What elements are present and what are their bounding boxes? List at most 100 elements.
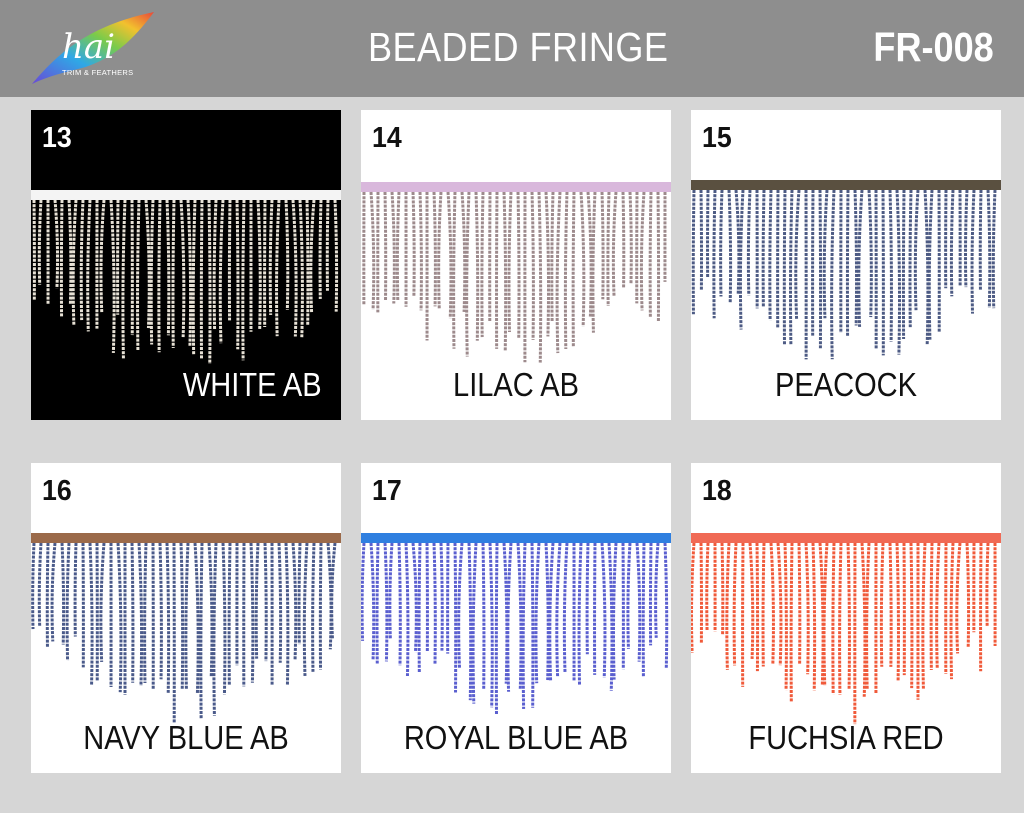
bead-strand	[913, 189, 920, 311]
bead-strand	[437, 191, 443, 309]
swatch-number: 16	[42, 475, 72, 507]
bead-strand	[635, 542, 642, 662]
bead-strand	[488, 542, 494, 708]
bead-strand	[879, 542, 885, 667]
bead-strand	[970, 189, 976, 314]
bead-strand	[949, 189, 955, 297]
bead-strand	[628, 191, 633, 284]
bead-strand	[452, 191, 457, 349]
bead-strand	[776, 542, 783, 666]
bead-strand	[465, 191, 471, 357]
bead-strand	[991, 189, 997, 309]
bead-strand	[88, 542, 94, 686]
bead-strand	[432, 191, 437, 307]
bead-strand	[502, 191, 508, 351]
bead-strand	[831, 542, 836, 695]
bead-strand	[648, 191, 653, 317]
bead-strand	[235, 199, 240, 350]
bead-strand	[838, 542, 843, 695]
bead-strand	[516, 542, 523, 690]
bead-strand	[241, 199, 246, 361]
bead-strand	[965, 542, 971, 648]
bead-strand	[929, 542, 934, 670]
bead-strand	[212, 542, 218, 716]
logo-tagline: TRIM & FEATHERS	[62, 68, 134, 77]
bead-strand	[516, 191, 521, 339]
bead-strand	[555, 191, 562, 354]
bead-strand	[789, 189, 794, 345]
bead-strand	[720, 542, 725, 635]
bead-strand	[446, 191, 453, 319]
bead-strand	[746, 189, 752, 296]
swatch-number: 18	[702, 475, 732, 507]
bead-strand	[227, 542, 232, 686]
swatch-card-17: 17 ROYAL BLUE AB	[361, 463, 671, 773]
logo-text: hai	[62, 27, 115, 67]
bead-strand	[221, 542, 227, 695]
bead-strand	[65, 542, 71, 661]
bead-strand	[909, 542, 914, 689]
bead-strand	[330, 542, 337, 640]
fringe-image	[361, 533, 671, 715]
bead-strand	[325, 199, 330, 291]
bead-strand	[457, 542, 464, 668]
bead-strand	[544, 542, 550, 681]
bead-strand	[755, 542, 760, 672]
swatch-label: PEACOCK	[774, 366, 918, 403]
swatch-card-15: 15 PEACOCK	[691, 110, 1001, 420]
bead-strand	[789, 542, 794, 703]
bead-strand	[734, 189, 741, 295]
bead-strand	[116, 542, 123, 693]
bead-strand	[923, 189, 930, 345]
bead-strand	[804, 542, 810, 675]
bead-strand	[663, 542, 669, 668]
bead-strand	[611, 542, 618, 680]
bead-strand	[411, 542, 418, 653]
swatch-card-18: 18 FUCHSIA RED	[691, 463, 1001, 773]
bead-strand	[530, 542, 535, 708]
bead-strand	[212, 199, 218, 331]
bead-strand	[73, 542, 78, 637]
bead-strand	[86, 199, 92, 332]
bead-strand	[544, 191, 551, 337]
bead-strand	[369, 191, 376, 310]
bead-strand	[822, 189, 829, 319]
bead-strand	[474, 191, 480, 341]
bead-strand	[143, 542, 148, 683]
swatch-card-13: 13 WHITE AB	[31, 110, 341, 420]
bead-strand	[748, 542, 755, 660]
fringe-image	[691, 180, 1001, 360]
bead-strand	[186, 199, 193, 347]
bead-strand	[79, 199, 85, 321]
bead-strand	[45, 542, 50, 647]
fringe-image	[31, 533, 341, 723]
bead-strand	[99, 199, 106, 313]
bead-strand	[985, 542, 990, 627]
bead-strand	[571, 191, 576, 347]
bead-strand	[699, 189, 704, 291]
bead-strand	[607, 542, 614, 691]
bead-strand	[395, 191, 401, 301]
bead-strand	[256, 199, 262, 330]
bead-strand	[782, 189, 787, 345]
swatch-number: 15	[702, 122, 732, 154]
bead-strand	[494, 542, 499, 715]
bead-strand	[600, 542, 607, 678]
bead-strand	[453, 542, 458, 693]
bead-strand	[149, 199, 155, 345]
bead-strand	[727, 189, 733, 304]
bead-strand	[507, 191, 513, 333]
swatch-number: 17	[372, 475, 402, 507]
bead-strand	[955, 542, 962, 654]
fringe-tape	[361, 182, 671, 192]
bead-strand	[191, 199, 197, 356]
bead-strand	[860, 542, 867, 697]
swatch-label: WHITE AB	[182, 366, 322, 403]
bead-strand	[794, 189, 801, 319]
bead-strand	[388, 542, 394, 640]
bead-strand	[719, 189, 724, 297]
swatch-card-16: 16 NAVY BLUE AB	[31, 463, 341, 773]
bead-strand	[562, 542, 569, 673]
bead-strand	[467, 542, 473, 701]
bead-strand	[417, 542, 422, 673]
